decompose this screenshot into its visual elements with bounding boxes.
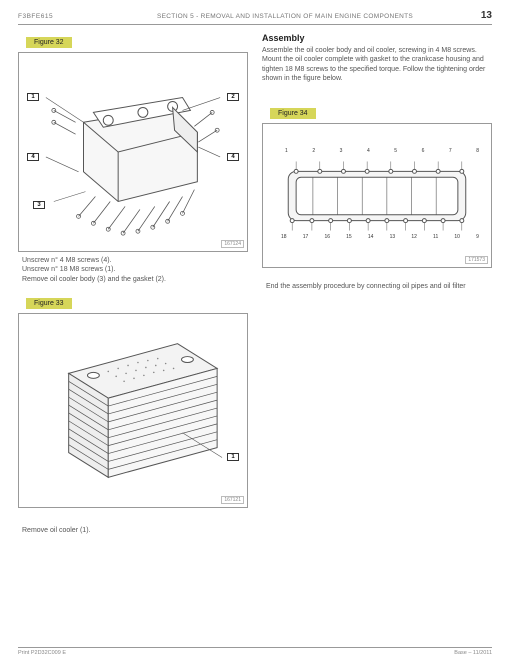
- callout-1: 1: [227, 453, 239, 461]
- callout-2: 2: [227, 93, 239, 101]
- footer-left: Print P2D32C009 E: [18, 650, 66, 656]
- assembly-intro: Assemble the oil cooler body and oil coo…: [262, 46, 492, 84]
- text-fig33: Remove oil cooler (1).: [22, 526, 244, 535]
- left-column: Figure 32: [18, 31, 248, 544]
- figure-34-id: 171573: [465, 256, 488, 264]
- page-footer: Print P2D32C009 E Base – 11/2011: [18, 647, 492, 656]
- figure-32-id: 167124: [221, 240, 244, 248]
- figure-32-label: Figure 32: [26, 37, 72, 48]
- figure-34-label: Figure 34: [270, 108, 316, 119]
- callout-4b: 4: [227, 153, 239, 161]
- figure-34: 12345678 1817161514131211109 171573: [262, 123, 492, 268]
- callout-1: 1: [27, 93, 39, 101]
- figure-33-label: Figure 33: [26, 298, 72, 309]
- page-number: 13: [462, 10, 492, 21]
- figure-33: 1 167121: [18, 313, 248, 508]
- callout-4a: 4: [27, 153, 39, 161]
- callout-3: 3: [33, 201, 45, 209]
- section-title: SECTION 5 - REMOVAL AND INSTALLATION OF …: [108, 13, 462, 20]
- top-order-numbers: 12345678: [285, 148, 479, 154]
- oil-cooler-drawing: [19, 314, 247, 507]
- right-column: Assembly Assemble the oil cooler body an…: [262, 31, 492, 544]
- text-fig32: Unscrew n° 4 M8 screws (4). Unscrew n° 1…: [22, 256, 244, 284]
- assembly-heading: Assembly: [262, 33, 492, 43]
- columns: Figure 32: [18, 31, 492, 544]
- oil-cooler-body-drawing: [19, 53, 247, 251]
- tightening-order-drawing: [263, 124, 491, 267]
- figure-32: 1 2 3 4 4 167124: [18, 52, 248, 252]
- page-header: F3BFE615 SECTION 5 - REMOVAL AND INSTALL…: [18, 10, 492, 25]
- page: F3BFE615 SECTION 5 - REMOVAL AND INSTALL…: [0, 0, 510, 660]
- doc-code: F3BFE615: [18, 13, 108, 20]
- footer-right: Base – 11/2011: [454, 650, 492, 656]
- figure-33-id: 167121: [221, 496, 244, 504]
- bottom-order-numbers: 1817161514131211109: [281, 234, 479, 240]
- assembly-outro: End the assembly procedure by connecting…: [266, 282, 488, 291]
